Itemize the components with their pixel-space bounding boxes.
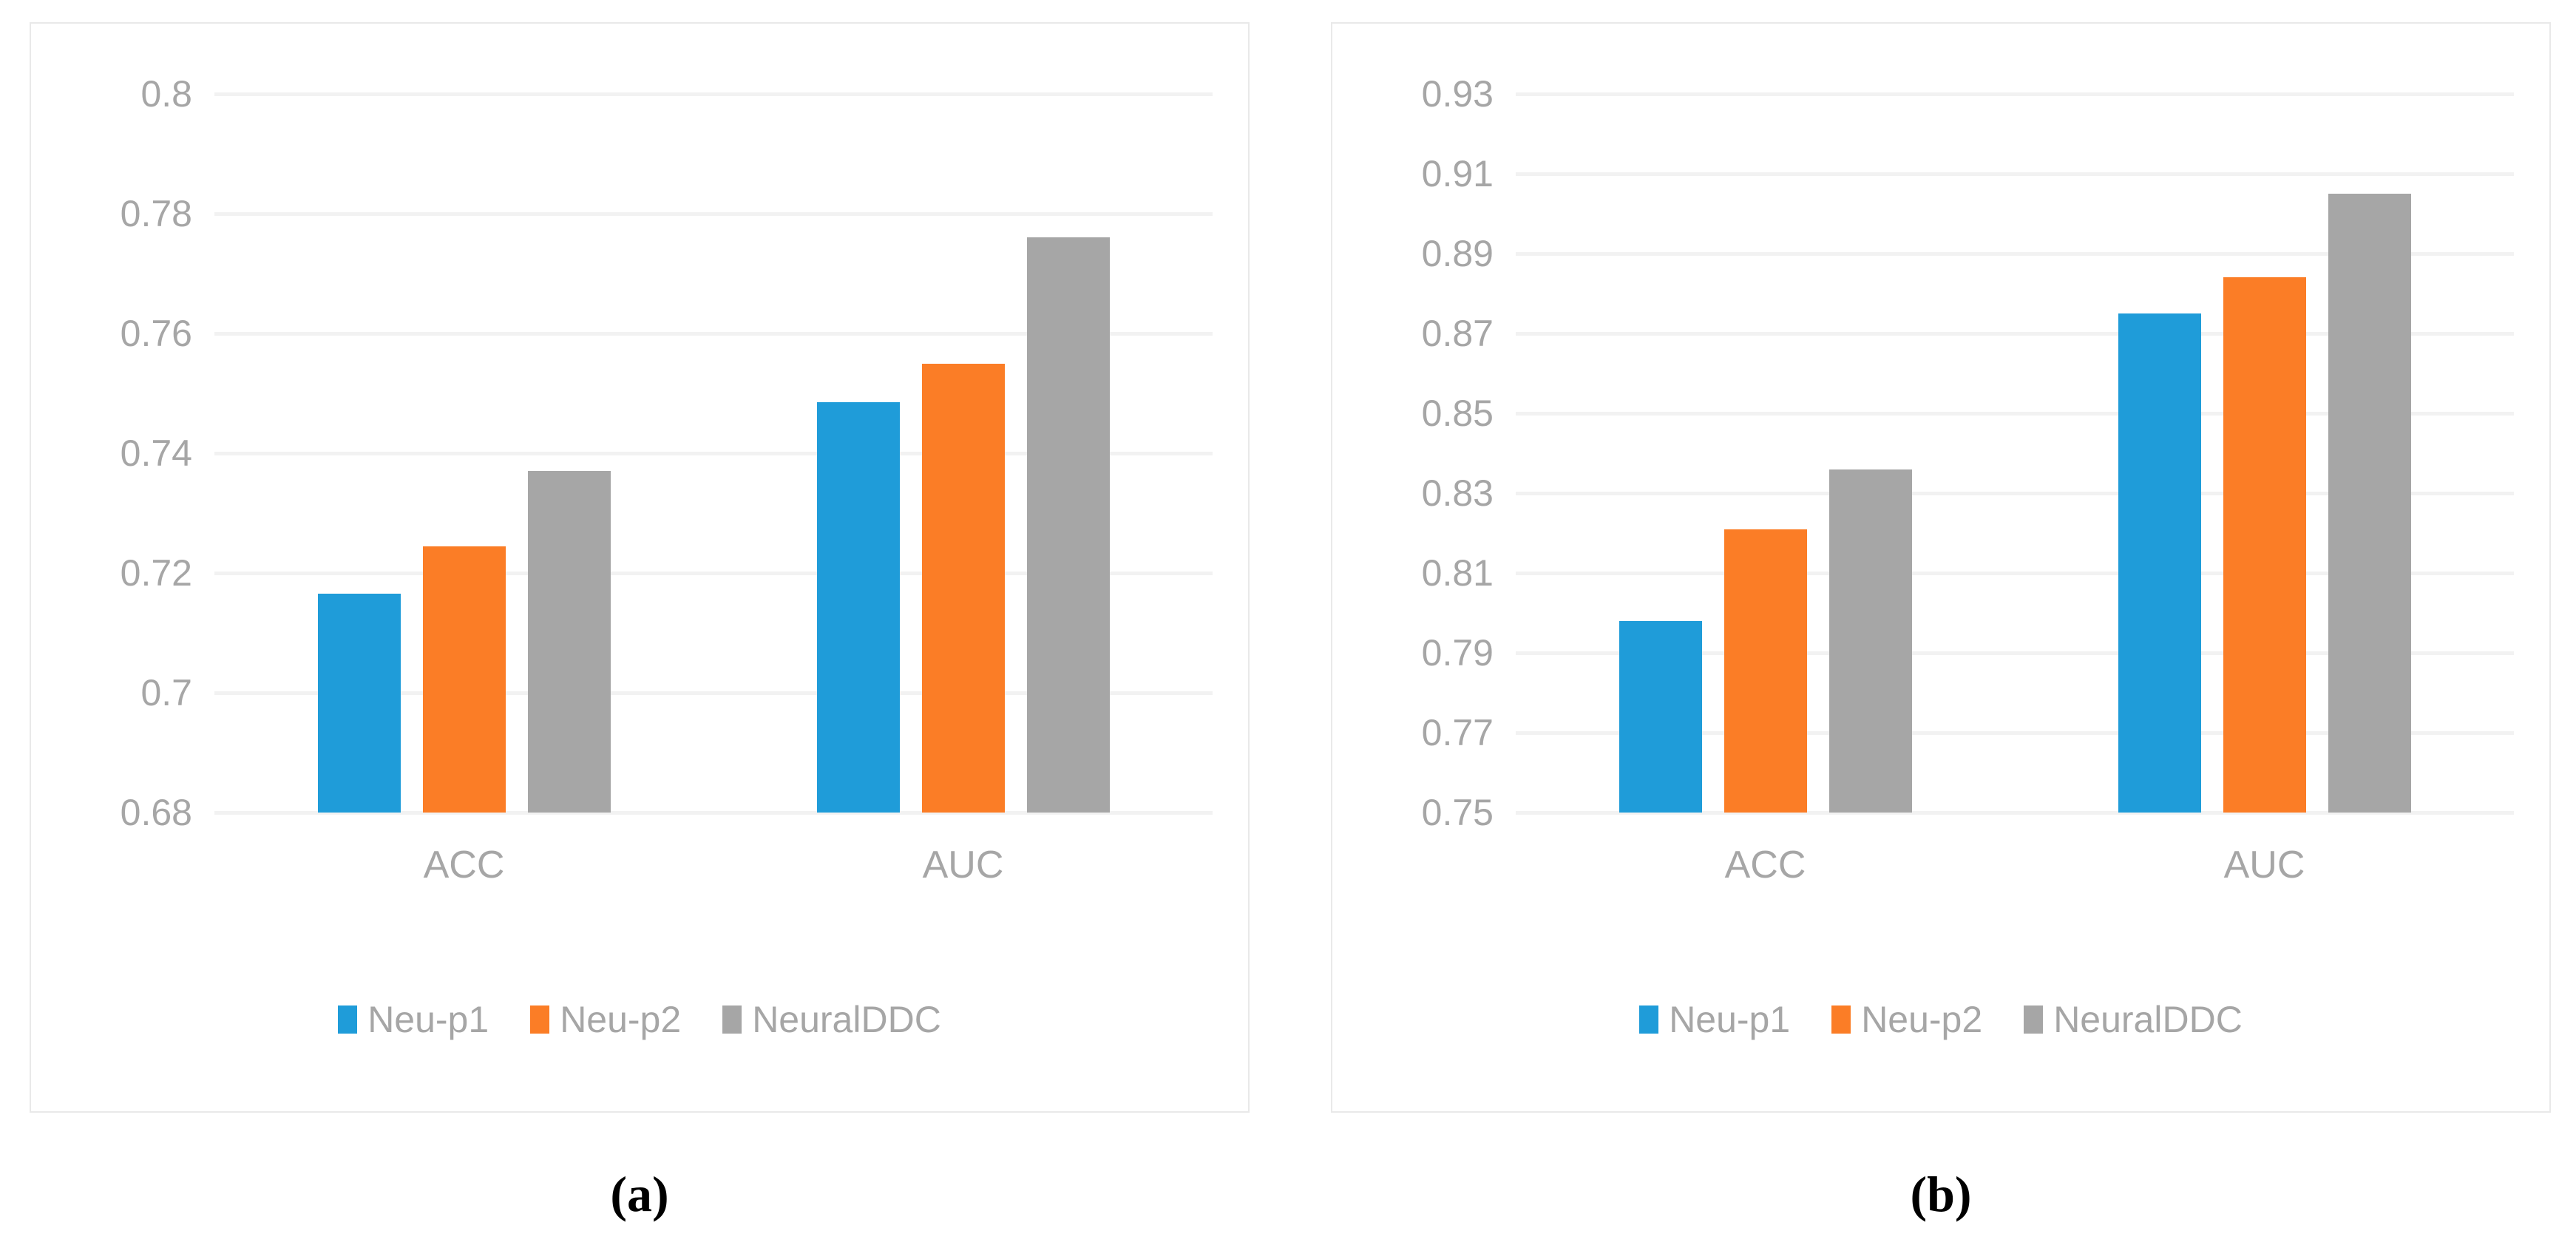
gridline: [214, 332, 1213, 336]
legend-swatch-icon: [530, 1005, 550, 1034]
gridline: [214, 811, 1213, 815]
gridline: [1516, 811, 2514, 815]
bar-neu-p2-acc: [422, 546, 506, 813]
bar-neu-p2-auc: [921, 363, 1005, 813]
legend-item-neuralddc: NeuralDDC: [2024, 998, 2243, 1041]
y-axis-tick-label: 0.78: [120, 193, 192, 234]
y-axis-tick-label: 0.68: [120, 792, 192, 833]
bar-neu-p1-acc: [1619, 620, 1702, 813]
y-axis-tick-label: 0.81: [1421, 552, 1494, 594]
y-axis-tick-label: 0.93: [1421, 73, 1494, 115]
legend-swatch-icon: [1639, 1005, 1659, 1034]
x-axis-category-label: AUC: [2223, 844, 2305, 886]
figure-caption-a: (a): [610, 1166, 669, 1222]
legend-label: Neu-p2: [560, 999, 682, 1040]
gridline: [1516, 412, 2514, 416]
gridline: [1516, 92, 2514, 96]
legend-item-neu-p1: Neu-p1: [1639, 998, 1790, 1041]
x-axis-category-label: AUC: [922, 844, 1004, 886]
figure-caption-b: (b): [1910, 1166, 1972, 1222]
chart-panel-b: 0.93 0.91 0.89 0.87 0.85 0.83 0.81 0.79 0.77 0.75…: [1331, 22, 2551, 1113]
bar-neu-p2-acc: [1723, 529, 1807, 813]
y-axis-tick-label: 0.75: [1421, 792, 1494, 833]
legend-swatch-icon: [2024, 1005, 2044, 1034]
gridline: [1516, 332, 2514, 336]
legend-label: Neu-p1: [1669, 999, 1791, 1040]
chart-panel-a: 0.8 0.78 0.76 0.74 0.72 0.7 0.68 ACC AUC Neu-p1 Ne…: [30, 22, 1250, 1113]
y-axis-tick-label: 0.76: [120, 313, 192, 354]
y-axis-tick-label: 0.79: [1421, 632, 1494, 674]
legend-label: Neu-p2: [1861, 999, 1983, 1040]
y-axis-tick-label: 0.72: [120, 552, 192, 594]
bar-neu-p1-auc: [816, 402, 900, 813]
legend-item-neu-p1: Neu-p1: [338, 998, 489, 1041]
y-axis-tick-label: 0.85: [1421, 393, 1494, 434]
y-axis-tick-label: 0.89: [1421, 233, 1494, 274]
bar-neuralddc-acc: [527, 471, 611, 813]
bar-neu-p1-acc: [317, 594, 401, 813]
y-axis-tick-label: 0.87: [1421, 313, 1494, 354]
bar-neuralddc-auc: [2328, 194, 2411, 813]
y-axis-tick-label: 0.77: [1421, 712, 1494, 753]
x-axis-category-label: ACC: [1724, 844, 1806, 886]
legend-item-neuralddc: NeuralDDC: [722, 998, 941, 1041]
gridline: [1516, 651, 2514, 655]
bar-neuralddc-auc: [1026, 237, 1110, 813]
legend-item-neu-p2: Neu-p2: [530, 998, 681, 1041]
legend-label: NeuralDDC: [752, 999, 941, 1040]
bar-neu-p1-auc: [2118, 313, 2201, 813]
legend-swatch-icon: [338, 1005, 358, 1034]
y-axis-tick-label: 0.7: [140, 672, 192, 713]
gridline: [214, 572, 1213, 575]
legend-swatch-icon: [1831, 1005, 1851, 1034]
gridline: [214, 452, 1213, 455]
gridline: [1516, 731, 2514, 735]
bar-neu-p2-auc: [2223, 277, 2306, 813]
bar-neuralddc-acc: [1828, 469, 1912, 813]
y-axis-tick-label: 0.8: [140, 73, 192, 115]
y-axis-tick-label: 0.91: [1421, 153, 1494, 194]
y-axis-tick-label: 0.83: [1421, 472, 1494, 514]
gridline: [1516, 572, 2514, 575]
y-axis-tick-label: 0.74: [120, 433, 192, 474]
gridline: [214, 691, 1213, 695]
gridline: [1516, 172, 2514, 176]
legend-label: NeuralDDC: [2053, 999, 2243, 1040]
legend: Neu-p1 Neu-p2 NeuralDDC: [31, 998, 1248, 1041]
gridline: [1516, 252, 2514, 256]
legend-item-neu-p2: Neu-p2: [1831, 998, 1982, 1041]
gridline: [1516, 492, 2514, 495]
x-axis-category-label: ACC: [423, 844, 505, 886]
legend: Neu-p1 Neu-p2 NeuralDDC: [1332, 998, 2549, 1041]
legend-swatch-icon: [722, 1005, 742, 1034]
gridline: [214, 92, 1213, 96]
gridline: [214, 212, 1213, 216]
legend-label: Neu-p1: [367, 999, 489, 1040]
